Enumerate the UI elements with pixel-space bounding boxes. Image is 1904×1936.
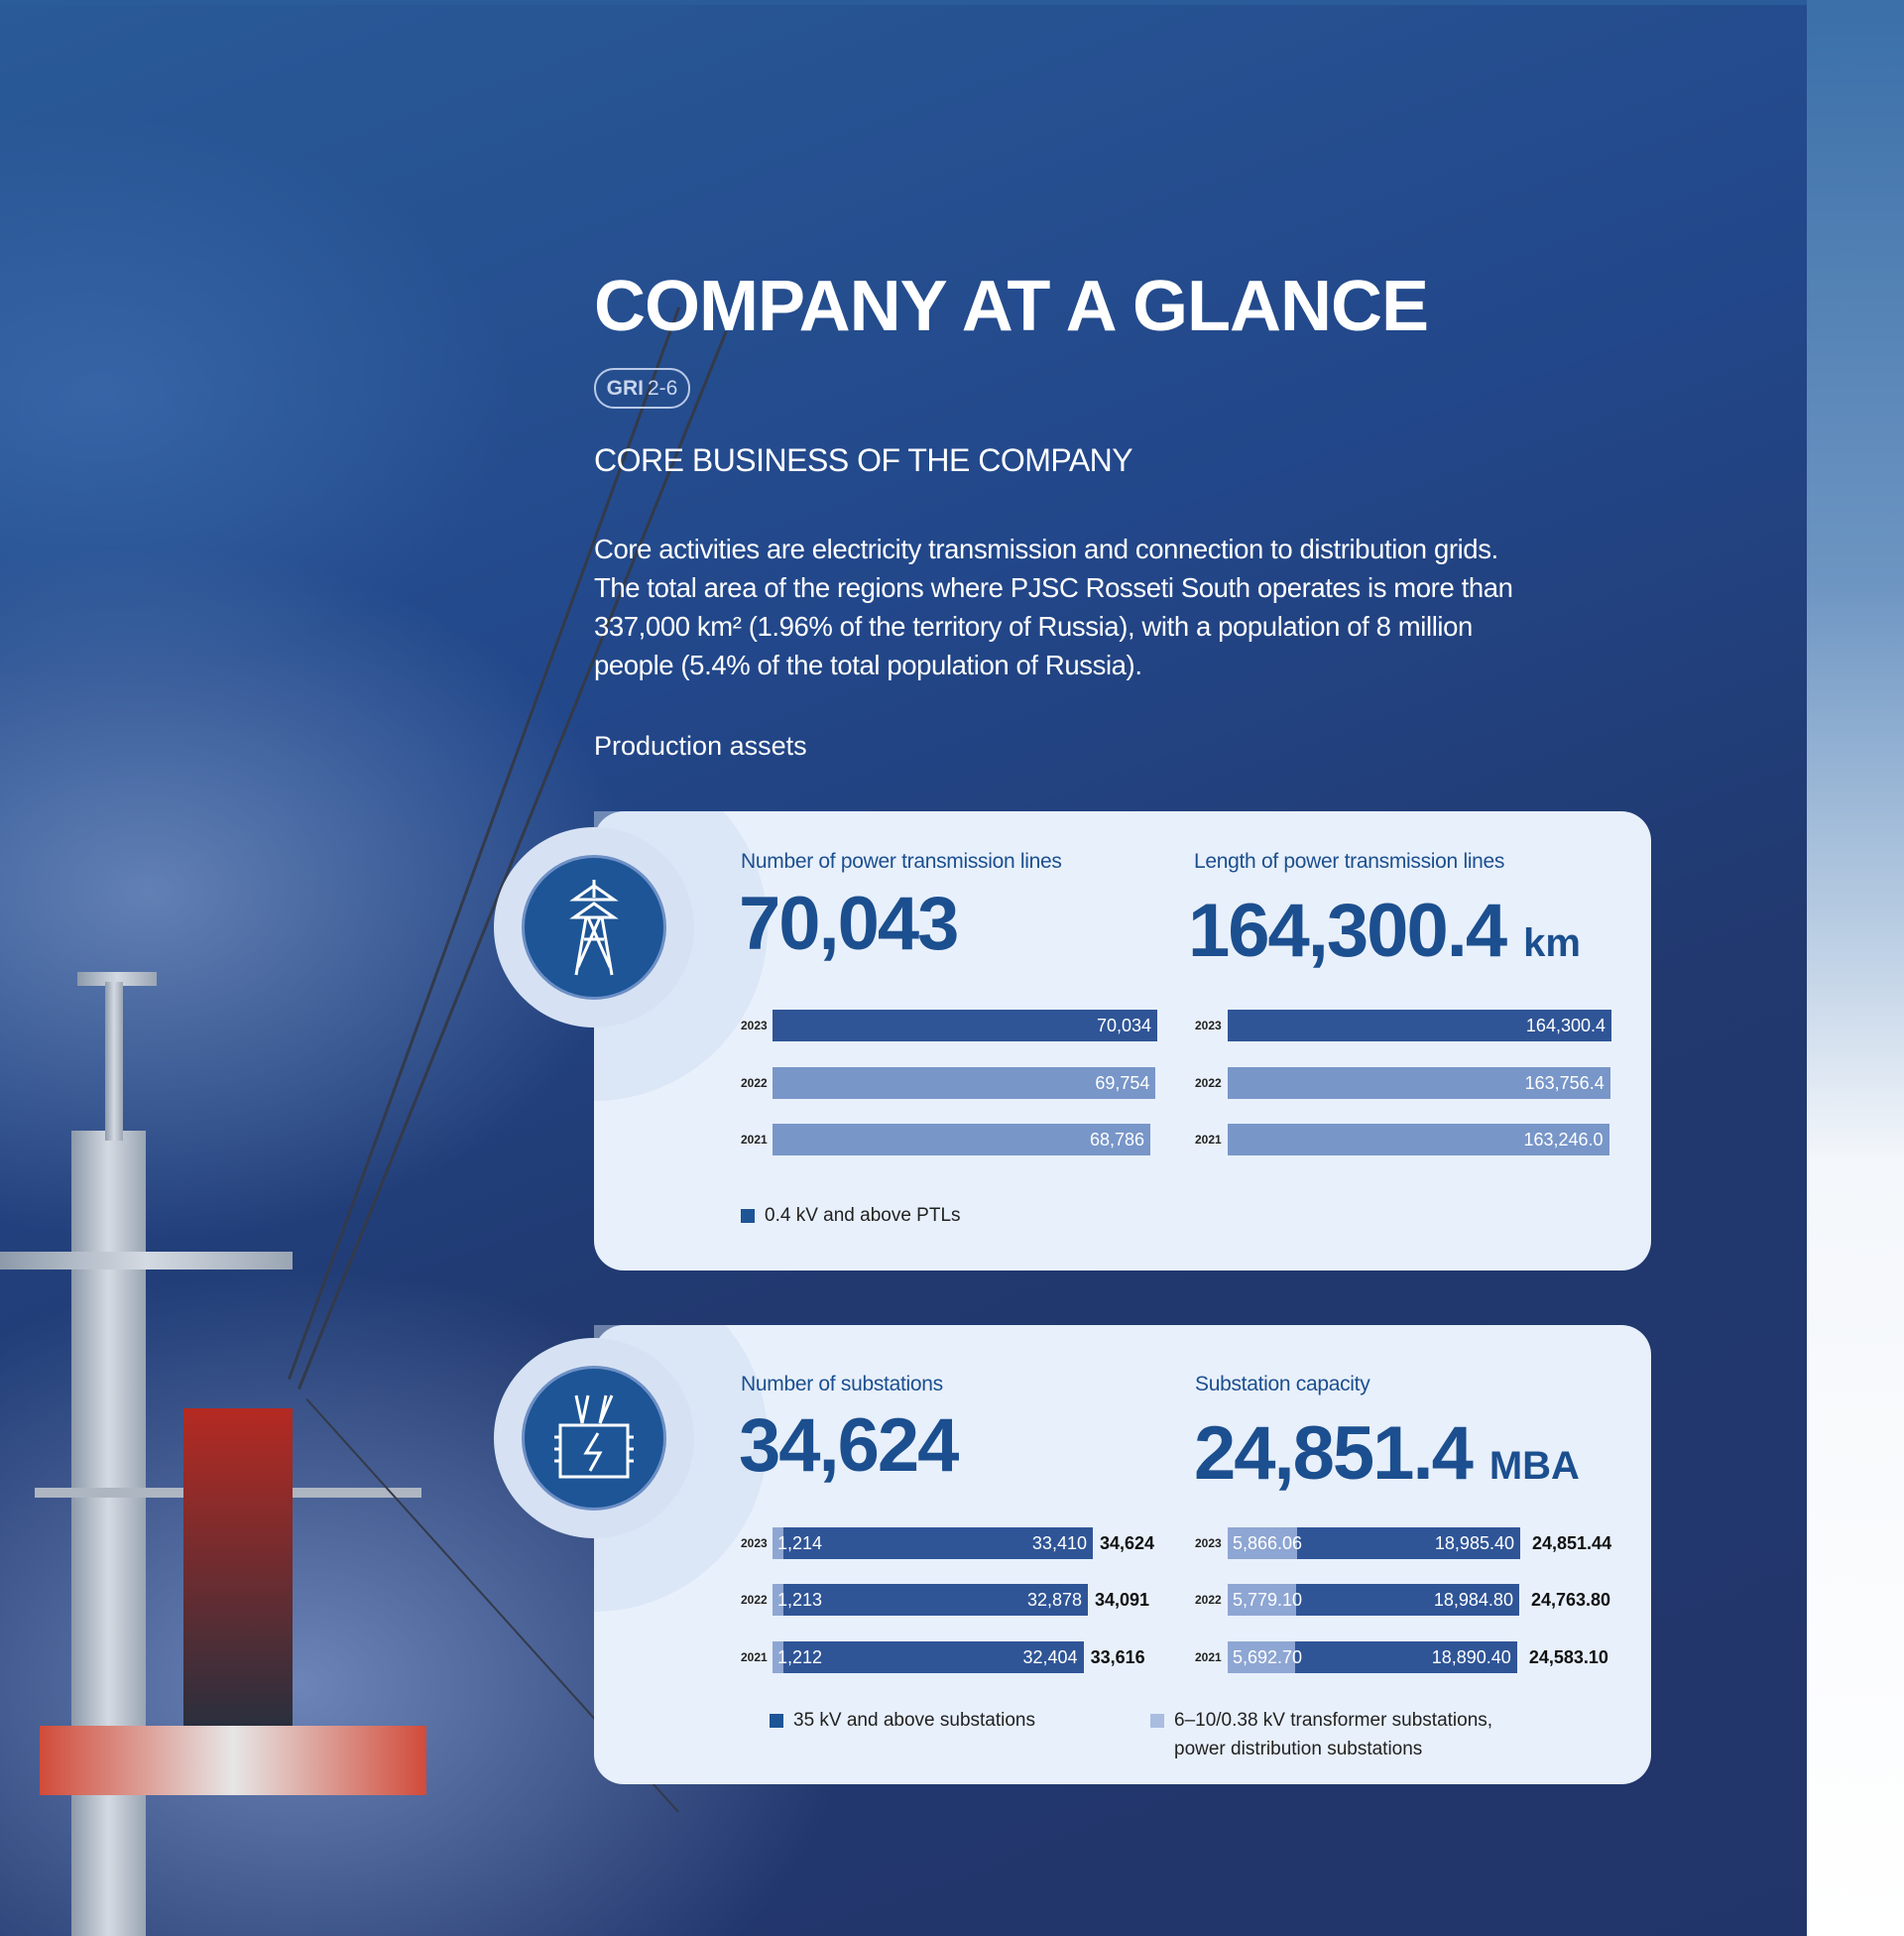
bar-total-label: 34,624 <box>1100 1532 1155 1553</box>
bar: 163,756.4 <box>1228 1067 1610 1099</box>
bar-total-label: 34,091 <box>1095 1589 1150 1610</box>
bar-segment-dark: 18,890.40 <box>1294 1641 1517 1673</box>
bar-value-label: 33,410 <box>1031 1532 1087 1553</box>
bar-segment-dark: 18,984.80 <box>1295 1584 1519 1616</box>
gri-badge: GRI 2-6 <box>594 368 690 409</box>
bar-segment-dark: 32,878 <box>783 1584 1089 1616</box>
legend-label: 35 kV and above substations <box>793 1710 1036 1731</box>
year-label: 2021 <box>1195 1133 1222 1147</box>
substation-capacity-unit: MBA <box>1488 1444 1580 1488</box>
year-label: 2023 <box>741 1536 768 1550</box>
bar-segment-dark: 33,410 <box>783 1527 1093 1559</box>
bar-segment-light <box>1228 1527 1297 1559</box>
year-label: 2022 <box>741 1076 768 1090</box>
bar: 69,754 <box>773 1067 1156 1099</box>
bar: 164,300.4 <box>1228 1010 1611 1041</box>
substation-count-value: 34,624 <box>739 1403 959 1488</box>
legend-swatch-light <box>1150 1714 1164 1728</box>
transformer-icon <box>522 1366 666 1511</box>
bar-segment-light <box>773 1641 784 1673</box>
ptl-length-label: Length of power transmission lines <box>1194 850 1505 873</box>
bar-light-value-label: 1,212 <box>777 1646 823 1667</box>
bar-value-label: 18,890.40 <box>1431 1646 1511 1667</box>
bar-segment-light <box>1228 1641 1295 1673</box>
section-title: CORE BUSINESS OF THE COMPANY <box>594 442 1133 478</box>
bar-light-value-label: 1,213 <box>777 1589 823 1610</box>
ptl-count-value: 70,043 <box>739 882 959 966</box>
bar-segment-dark: 32,404 <box>783 1641 1084 1673</box>
legend-label: 0.4 kV and above PTLs <box>765 1205 961 1226</box>
year-label: 2021 <box>741 1133 768 1147</box>
year-label: 2023 <box>741 1019 768 1032</box>
substation-capacity-label: Substation capacity <box>1195 1373 1370 1395</box>
bar-light-value-label: 5,866.06 <box>1233 1532 1303 1553</box>
top-line <box>0 0 1807 5</box>
bar-segment-dark: 18,985.40 <box>1296 1527 1520 1559</box>
year-label: 2023 <box>1195 1019 1222 1032</box>
bar-total-label: 24,763.80 <box>1530 1589 1611 1610</box>
year-label: 2021 <box>741 1650 768 1664</box>
power-tower-icon <box>522 855 666 1000</box>
side-strip <box>1807 0 1904 1936</box>
legend-35kv: 35 kV and above substations <box>770 1706 1035 1735</box>
bar-segment-light <box>1228 1584 1296 1616</box>
page-title: COMPANY AT A GLANCE <box>594 267 1429 346</box>
bar-value-label: 69,754 <box>1095 1072 1150 1093</box>
bar-total-label: 24,583.10 <box>1528 1646 1608 1667</box>
bar-value-label: 164,300.4 <box>1525 1015 1606 1035</box>
intro-paragraph: Core activities are electricity transmis… <box>594 534 1513 680</box>
gri-prefix: GRI <box>606 376 644 400</box>
bar-segment-light <box>773 1527 784 1559</box>
bar-value-label: 163,756.4 <box>1524 1072 1605 1093</box>
year-label: 2023 <box>1195 1536 1222 1550</box>
bar-value-label: 32,404 <box>1022 1646 1078 1667</box>
year-label: 2021 <box>1195 1650 1222 1664</box>
bar-value-label: 18,984.80 <box>1433 1589 1513 1610</box>
legend-swatch-dark <box>741 1209 755 1223</box>
substation-count-label: Number of substations <box>741 1373 943 1395</box>
bar-value-label: 70,034 <box>1096 1015 1151 1035</box>
year-label: 2022 <box>741 1593 768 1607</box>
substation-capacity-value: 24,851.4 MBA <box>1194 1411 1580 1496</box>
legend-label: 6–10/0.38 kV transformer substations, po… <box>1174 1710 1493 1759</box>
bar-total-label: 33,616 <box>1090 1646 1145 1667</box>
gri-code: 2-6 <box>647 376 678 400</box>
bar-light-value-label: 5,692.70 <box>1233 1646 1303 1667</box>
bar: 163,246.0 <box>1228 1124 1609 1155</box>
legend-ptl: 0.4 kV and above PTLs <box>741 1201 961 1230</box>
production-assets-heading: Production assets <box>594 731 807 761</box>
bar: 68,786 <box>773 1124 1151 1155</box>
legend-6-10kv: 6–10/0.38 kV transformer substations, po… <box>1150 1706 1507 1763</box>
ptl-length-value: 164,300.4 km <box>1188 889 1581 973</box>
year-label: 2022 <box>1195 1076 1222 1090</box>
bar-light-value-label: 1,214 <box>777 1532 823 1553</box>
legend-swatch-dark <box>770 1714 783 1728</box>
ptl-count-label: Number of power transmission lines <box>741 850 1062 873</box>
bar-value-label: 18,985.40 <box>1434 1532 1514 1553</box>
bar-value-label: 163,246.0 <box>1523 1129 1604 1150</box>
bar-value-label: 32,878 <box>1026 1589 1083 1610</box>
bar-light-value-label: 5,779.10 <box>1233 1589 1303 1610</box>
ptl-length-unit: km <box>1523 921 1581 965</box>
bar-segment-light <box>773 1584 784 1616</box>
bar: 70,034 <box>773 1010 1157 1041</box>
bar-total-label: 24,851.44 <box>1532 1532 1612 1553</box>
bar-value-label: 68,786 <box>1090 1129 1145 1150</box>
year-label: 2022 <box>1195 1593 1222 1607</box>
